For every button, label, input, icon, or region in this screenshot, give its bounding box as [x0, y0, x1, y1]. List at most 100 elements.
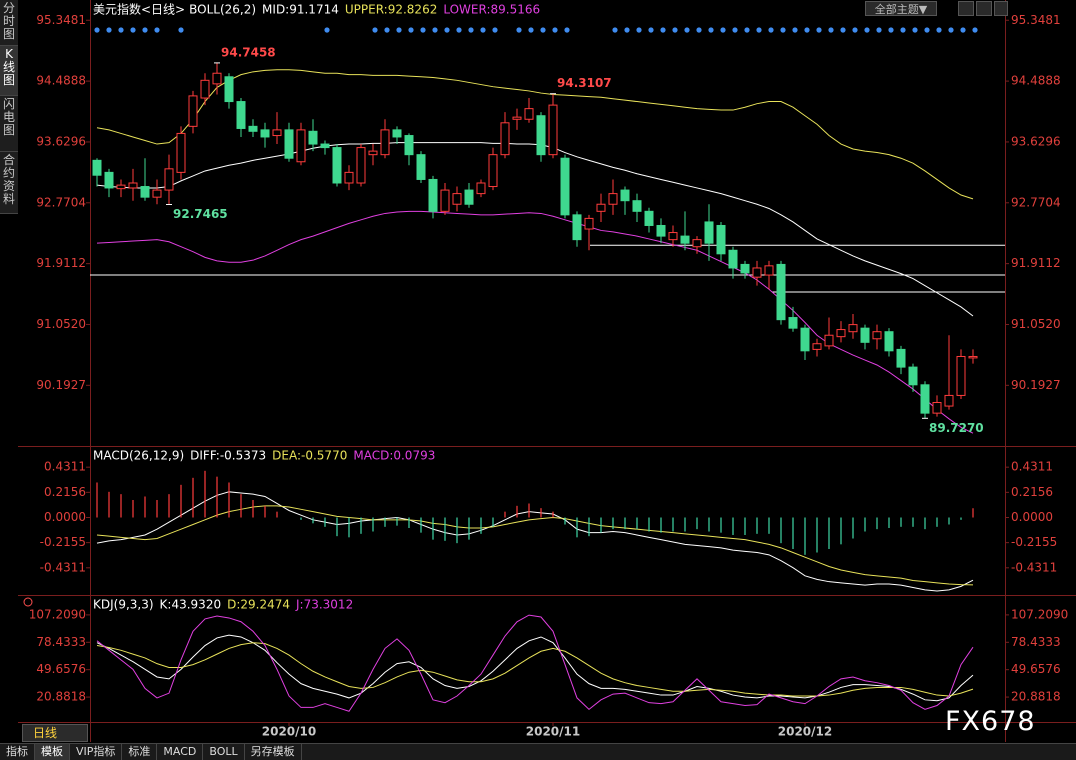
bottom-tab[interactable]: 另存模板: [245, 744, 302, 760]
event-marker: [780, 27, 786, 33]
event-marker: [936, 27, 942, 33]
event-marker: [660, 27, 666, 33]
candle-body: [284, 129, 294, 159]
y-tick-label: 0.0000: [1011, 510, 1053, 524]
legend-entry: KDJ(9,3,3): [93, 598, 154, 612]
legend-entry: MACD(26,12,9): [93, 449, 184, 463]
event-marker: [864, 27, 870, 33]
y-tick-label: 0.4311: [1011, 460, 1053, 474]
event-marker: [516, 27, 522, 33]
candle-body: [800, 327, 810, 352]
bottom-tab[interactable]: 指标: [0, 744, 35, 760]
candle-body: [260, 129, 270, 138]
candle-body: [692, 239, 702, 248]
side-tab[interactable]: 闪电图: [0, 96, 18, 152]
candle-body: [512, 116, 522, 120]
indicator-line: [96, 491, 974, 592]
candle-body: [872, 331, 882, 340]
event-marker: [624, 27, 630, 33]
candle-body: [764, 265, 774, 276]
candle-body: [560, 157, 570, 216]
side-tab[interactable]: 分时图: [0, 0, 18, 46]
candle-body: [500, 122, 510, 156]
candle-body: [644, 210, 654, 226]
candle-body: [548, 104, 558, 156]
theme-button[interactable]: 全部主题▼: [865, 1, 937, 16]
y-tick-label: 92.7704: [1011, 195, 1061, 209]
y-tick-label: 95.3481: [1011, 13, 1061, 27]
candle-body: [452, 193, 462, 205]
event-marker: [924, 27, 930, 33]
candle-body: [728, 249, 738, 269]
side-tab[interactable]: K线图: [0, 46, 18, 96]
candle-body: [308, 130, 318, 145]
y-tick-label: 91.0520: [1011, 317, 1061, 331]
icon-button[interactable]: [958, 1, 974, 16]
y-tick-label: 107.2090: [1011, 607, 1068, 621]
extreme-label: 94.3107: [557, 76, 612, 90]
bottom-tab[interactable]: 模板: [35, 744, 70, 760]
y-tick-label: 94.4888: [36, 74, 86, 88]
bottom-tab[interactable]: BOLL: [203, 744, 245, 760]
event-marker: [432, 27, 438, 33]
legend-entry: UPPER:92.8262: [345, 3, 437, 17]
candle-body: [440, 189, 450, 212]
y-tick-label: 90.1927: [36, 378, 86, 392]
y-tick-label: 0.4311: [44, 460, 86, 474]
indicator-line: [96, 634, 974, 702]
event-marker: [178, 27, 184, 33]
legend-entry: MID:91.1714: [262, 3, 339, 17]
extreme-label: 94.7458: [221, 45, 276, 59]
event-marker: [420, 27, 426, 33]
icon-button[interactable]: [994, 1, 1008, 16]
event-marker: [972, 27, 978, 33]
y-tick-label: -0.4311: [1011, 560, 1057, 574]
candle-body: [176, 132, 186, 173]
candle-body: [368, 150, 378, 156]
y-tick-label: 93.6296: [36, 134, 86, 148]
event-marker: [384, 27, 390, 33]
candle-body: [92, 159, 102, 176]
y-tick-label: 0.0000: [44, 510, 86, 524]
candle-body: [404, 135, 414, 156]
x-tick-label: 2020/10: [262, 725, 316, 739]
extreme-label: 92.7465: [173, 207, 228, 221]
legend-entry: DIFF:-0.5373: [190, 449, 266, 463]
legend-entry: 美元指数<日线>: [93, 2, 185, 17]
event-marker: [804, 27, 810, 33]
candle-body: [476, 182, 486, 195]
bottom-tab[interactable]: MACD: [157, 744, 204, 760]
settings-icon[interactable]: [23, 597, 33, 607]
candle-body: [248, 125, 258, 132]
candle-body: [656, 224, 666, 237]
legend-entry: DEA:-0.5770: [272, 449, 347, 463]
candle-body: [536, 115, 546, 156]
event-marker: [154, 27, 160, 33]
icon-button[interactable]: [976, 1, 992, 16]
y-tick-label: 49.6576: [1011, 662, 1061, 676]
candle-body: [416, 154, 426, 180]
candle-body: [836, 329, 846, 338]
candle-body: [320, 143, 330, 149]
y-tick-label: -0.2155: [40, 535, 86, 549]
y-tick-label: 91.9112: [36, 256, 86, 270]
period-label[interactable]: 日线: [22, 724, 88, 742]
side-tab[interactable]: 合约资料: [0, 152, 18, 214]
event-marker: [612, 27, 618, 33]
candle-body: [812, 343, 822, 350]
y-tick-label: 92.7704: [36, 195, 86, 209]
bottom-tab[interactable]: VIP指标: [70, 744, 123, 760]
candle-body: [680, 235, 690, 244]
event-marker: [732, 27, 738, 33]
candle-body: [824, 334, 834, 347]
y-tick-label: 91.9112: [1011, 256, 1061, 270]
candle-body: [428, 178, 438, 212]
legend-entry: LOWER:89.5166: [443, 3, 540, 17]
event-marker: [142, 27, 148, 33]
bottom-tab[interactable]: 标准: [122, 744, 158, 760]
candle-body: [632, 200, 642, 212]
event-marker: [888, 27, 894, 33]
candle-body: [392, 129, 402, 138]
candle-body: [200, 79, 210, 99]
event-marker: [528, 27, 534, 33]
